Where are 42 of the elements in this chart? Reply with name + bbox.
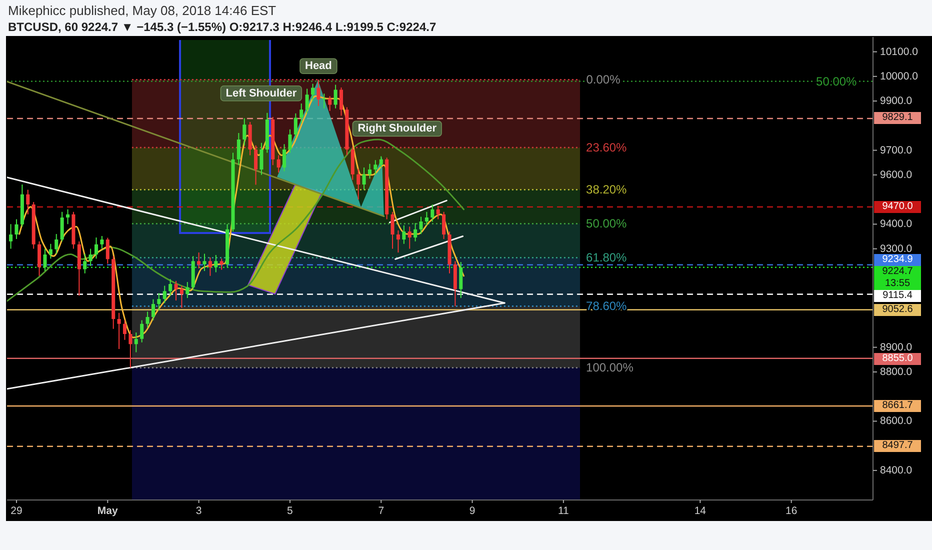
ref-line-label: 9470.0 (874, 200, 921, 213)
y-tick-label: 9900.0 (880, 95, 912, 108)
y-tick-label: 8900.0 (880, 341, 912, 354)
band-label: 38.20% (586, 182, 628, 197)
y-tick-label: 10100.0 (880, 46, 918, 58)
y-tick-label: 9300.0 (880, 242, 912, 255)
ref-line-label: 9224.7 (874, 266, 921, 278)
band-label: 23.60% (586, 140, 628, 155)
x-tick-label: 14 (694, 505, 706, 517)
ref-line-label: 9234.9 (874, 254, 921, 266)
x-tick-label: 11 (558, 505, 570, 517)
x-tick-label: 5 (287, 505, 294, 517)
annotation: Left Shoulder (226, 87, 298, 100)
y-tick-label: 9600.0 (880, 168, 912, 181)
chart-subtitle: BTCUSD, 60 9224.7 ▼ −145.3 (−1.55%) O:9217.3 H:9246.4 L:9199.5 C:9224.7 (8, 20, 436, 34)
ref-line-label: 9829.1 (874, 112, 921, 124)
ref-line-label: 8497.7 (874, 440, 921, 452)
x-tick-label: 7 (378, 505, 384, 517)
band-label: 100.00% (586, 360, 634, 375)
ref-line-label: 8661.7 (874, 400, 921, 412)
y-tick-label: 8800.0 (880, 366, 912, 378)
ref-line-label: 8855.0 (874, 353, 921, 366)
band-label: 50.00% (586, 216, 628, 231)
x-tick-label: 9 (469, 505, 476, 517)
ref-line-label: 9052.6 (874, 304, 921, 316)
text: 13:55 (874, 278, 921, 290)
x-tick-label: 3 (196, 505, 202, 517)
annotation: 50.00% (816, 74, 858, 88)
x-tick-label: 29 (10, 505, 22, 517)
band-label: 61.80% (586, 250, 628, 265)
annotation: Head (305, 60, 332, 72)
y-tick-label: 9400.0 (880, 218, 912, 230)
y-tick-label: 9700.0 (880, 144, 912, 156)
y-tick-label: 10000.0 (880, 70, 918, 82)
x-tick-label: May (97, 505, 118, 517)
x-tick-label: 16 (785, 505, 798, 517)
annotation: 0.00% (586, 72, 621, 87)
y-tick-label: 8600.0 (880, 415, 912, 428)
annotation: Right Shoulder (358, 122, 438, 135)
chart-title: Mikephicc published, May 08, 2018 14:46 EST (8, 3, 276, 18)
y-tick-label: 8400.0 (880, 464, 912, 476)
ref-line-label: 9115.4 (874, 290, 921, 302)
